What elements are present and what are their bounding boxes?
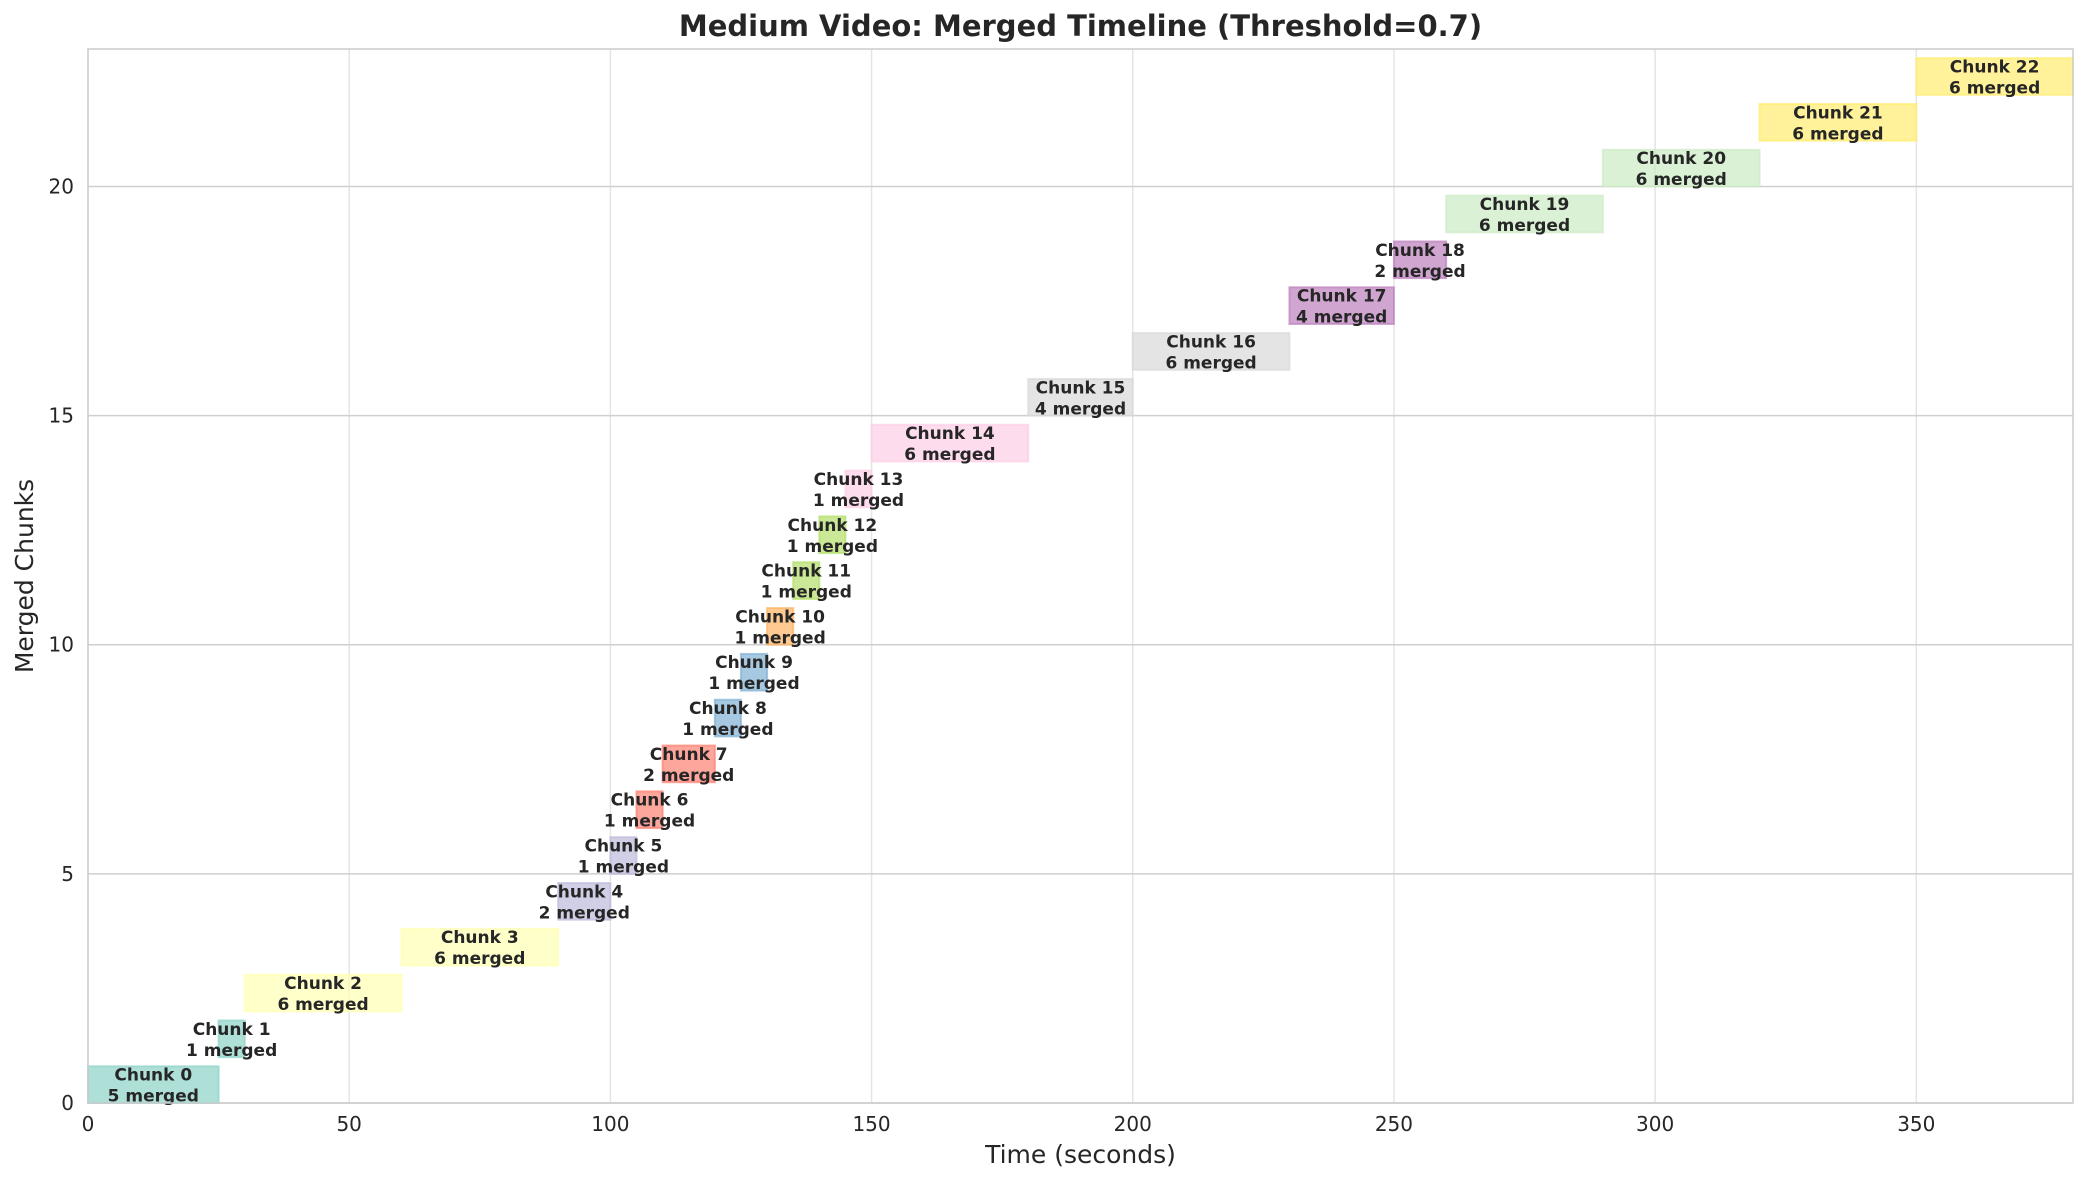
chunk-bar [818,515,847,555]
chunk-merged-count: 4 merged [1035,399,1126,419]
y-axis-ticks: 0 5 10 15 20 [49,174,74,1115]
chunk-label: Chunk 0 [114,1066,192,1086]
x-tick-label: 50 [336,1112,361,1136]
chunk-label: Chunk 7 [650,745,728,765]
chunk-bar [1027,377,1134,417]
chunk-label: Chunk 1 [193,1020,271,1040]
chunk-bar [1392,240,1448,280]
chunk-label: Chunk 17 [1297,287,1387,307]
chunk-label: Chunk 13 [814,470,904,490]
chunk-merged-count: 6 merged [1949,78,2040,98]
chunk-label: Chunk 16 [1166,332,1256,352]
chunk-merged-count: 1 merged [186,1041,277,1061]
chunk-merged-count: 2 merged [643,766,734,786]
chunk-merged-count: 6 merged [1165,353,1256,373]
chunk-merged-count: 2 merged [539,903,630,923]
x-tick-label: 150 [852,1112,890,1136]
chunk-label: Chunk 4 [545,882,623,902]
chunk-bar [217,1019,246,1059]
x-tick-label: 300 [1636,1112,1674,1136]
chunk-label: Chunk 3 [441,928,519,948]
chunk-merged-count: 1 merged [682,720,773,740]
chunk-bar [844,469,873,509]
chunk-bars [87,57,2074,1104]
x-tick-label: 250 [1375,1112,1413,1136]
chart-title: Medium Video: Merged Timeline (Threshold… [679,9,1482,43]
x-axis-label: Time (seconds) [984,1140,1176,1169]
chunk-merged-count: 1 merged [604,812,695,832]
chunk-label: Chunk 5 [585,837,663,857]
chunk-label: Chunk 20 [1636,149,1726,169]
x-axis-ticks: 0 50 100 150 200 250 300 350 [82,1112,1936,1136]
chunk-merged-count: 1 merged [735,628,826,648]
chunk-label: Chunk 12 [788,516,878,536]
chunk-label: Chunk 6 [611,791,689,811]
chunk-merged-count: 1 merged [578,858,669,878]
plot-frame [87,48,2074,1104]
chunk-bar [739,652,769,692]
chunk-label: Chunk 15 [1036,378,1126,398]
chunk-merged-count: 6 merged [1479,216,1570,236]
chunk-bar [792,561,821,600]
x-tick-label: 200 [1114,1112,1152,1136]
chunk-label: Chunk 11 [761,562,851,582]
chunk-bar [661,744,716,784]
chunk-label: Chunk 19 [1480,195,1570,215]
chunk-merged-count: 4 merged [1296,308,1387,328]
chunk-bar [87,1065,220,1104]
chunk-merged-count: 1 merged [708,674,799,694]
chunk-merged-count: 1 merged [813,491,904,511]
chunk-bar [243,973,403,1013]
chunk-bar [1131,332,1291,371]
chunk-merged-count: 1 merged [787,537,878,557]
chunk-bar [1601,148,1761,188]
chunk-label: Chunk 18 [1375,241,1465,261]
chunk-merged-count: 2 merged [1374,262,1465,282]
y-tick-label: 10 [49,633,74,657]
x-tick-label: 0 [82,1112,95,1136]
chunk-bar [713,698,742,738]
x-tick-label: 350 [1897,1112,1935,1136]
y-tick-label: 5 [61,862,74,886]
chunk-merged-count: 6 merged [277,995,368,1015]
chunk-bar [635,790,664,830]
chunk-bar [609,836,638,875]
chunk-bar [400,927,560,967]
grid [87,49,2073,1104]
chunk-label: Chunk 2 [284,974,362,994]
y-tick-label: 0 [61,1091,74,1115]
chunk-merged-count: 5 merged [108,1087,199,1107]
chunk-bar [1288,286,1395,325]
chunk-bar [870,423,1030,463]
chunk-label: Chunk 22 [1950,57,2040,77]
y-tick-label: 15 [49,404,74,428]
chunk-bar [766,607,795,646]
chunk-merged-count: 1 merged [761,583,852,603]
chunk-label: Chunk 10 [735,607,825,627]
y-tick-label: 20 [49,174,74,198]
chunk-label: Chunk 14 [905,424,995,444]
chunk-merged-count: 6 merged [1636,170,1727,190]
chunk-merged-count: 6 merged [1792,124,1883,144]
chunk-merged-count: 6 merged [904,445,995,465]
chunk-bar [1758,102,1918,142]
chunk-merged-count: 6 merged [434,949,525,969]
chunk-bar [557,882,612,921]
chunk-label: Chunk 9 [715,653,793,673]
x-tick-label: 100 [591,1112,629,1136]
chunk-label: Chunk 21 [1793,103,1883,123]
chunk-bar [1445,194,1604,234]
y-axis-label: Merged Chunks [10,479,39,673]
chunk-label: Chunk 8 [689,699,767,719]
